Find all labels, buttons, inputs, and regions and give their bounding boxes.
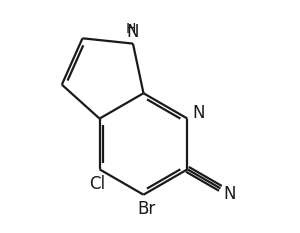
Text: N: N bbox=[127, 24, 139, 41]
Text: N: N bbox=[192, 103, 205, 121]
Text: N: N bbox=[224, 185, 236, 203]
Text: Cl: Cl bbox=[89, 175, 105, 192]
Text: Br: Br bbox=[137, 200, 155, 218]
Text: H: H bbox=[125, 22, 136, 36]
